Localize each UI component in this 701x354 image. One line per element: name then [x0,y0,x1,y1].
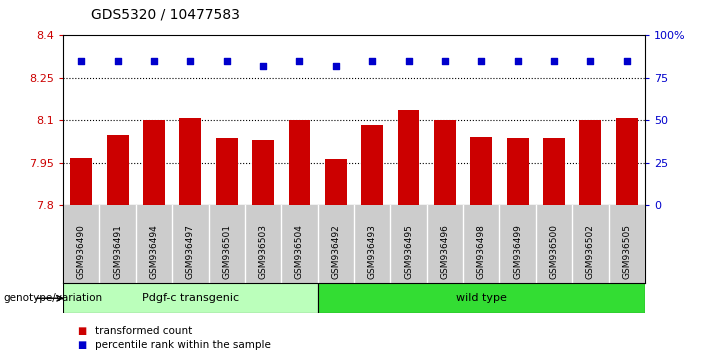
Bar [143,120,165,205]
Bar [434,120,456,205]
Text: transformed count: transformed count [95,326,192,336]
Text: GSM936503: GSM936503 [259,224,268,279]
Text: GSM936490: GSM936490 [77,224,86,279]
Bar [63,283,318,313]
Text: GSM936491: GSM936491 [113,224,122,279]
Point [112,58,123,64]
Point [585,58,596,64]
Text: GSM936500: GSM936500 [550,224,559,279]
Bar [507,138,529,205]
Text: GSM936493: GSM936493 [368,224,376,279]
Bar [361,125,383,205]
Bar [252,139,274,205]
Text: ■: ■ [77,340,86,350]
Text: ■: ■ [77,326,86,336]
Point [221,58,232,64]
Text: GSM936502: GSM936502 [586,224,595,279]
Text: percentile rank within the sample: percentile rank within the sample [95,340,271,350]
Bar [179,118,201,205]
Text: Pdgf-c transgenic: Pdgf-c transgenic [142,293,239,303]
Text: GSM936494: GSM936494 [149,224,158,279]
Bar [543,138,565,205]
Point [548,58,559,64]
Point [403,58,414,64]
Text: genotype/variation: genotype/variation [4,293,102,303]
Text: GSM936497: GSM936497 [186,224,195,279]
Point [621,58,632,64]
Text: GSM936495: GSM936495 [404,224,413,279]
Text: GSM936499: GSM936499 [513,224,522,279]
Bar [318,283,645,313]
Bar [615,118,638,205]
Text: GSM936505: GSM936505 [622,224,631,279]
Bar [397,110,419,205]
Text: GSM936498: GSM936498 [477,224,486,279]
Text: wild type: wild type [456,293,507,303]
Text: GDS5320 / 10477583: GDS5320 / 10477583 [91,7,240,21]
Bar [580,120,601,205]
Bar [216,138,238,205]
Bar [470,137,492,205]
Text: GSM936496: GSM936496 [440,224,449,279]
Point [330,63,341,69]
Bar [107,135,128,205]
Point [76,58,87,64]
Text: GSM936501: GSM936501 [222,224,231,279]
Point [476,58,487,64]
Bar [70,158,93,205]
Point [367,58,378,64]
Bar [325,159,347,205]
Point [294,58,305,64]
Point [440,58,451,64]
Point [512,58,523,64]
Bar [289,120,311,205]
Point [149,58,160,64]
Text: GSM936504: GSM936504 [295,224,304,279]
Point [257,63,268,69]
Text: GSM936492: GSM936492 [332,224,340,279]
Point [185,58,196,64]
